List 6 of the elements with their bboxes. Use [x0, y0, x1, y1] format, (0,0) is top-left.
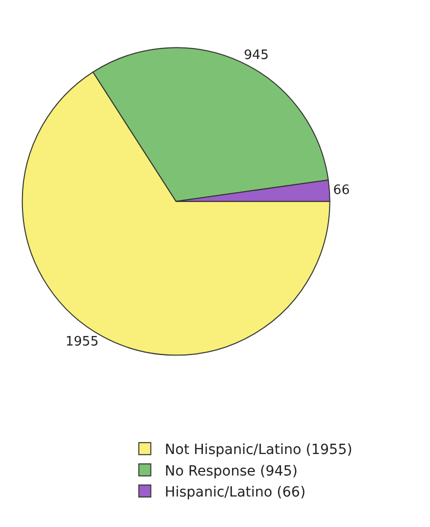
data-label: 1955 [66, 334, 99, 350]
legend-label: No Response (945) [164, 463, 298, 480]
legend-label: Not Hispanic/Latino (1955) [164, 442, 352, 458]
data-label: 945 [244, 48, 269, 63]
data-label: 66 [333, 183, 350, 198]
legend-label: Hispanic/Latino (66) [164, 484, 306, 501]
